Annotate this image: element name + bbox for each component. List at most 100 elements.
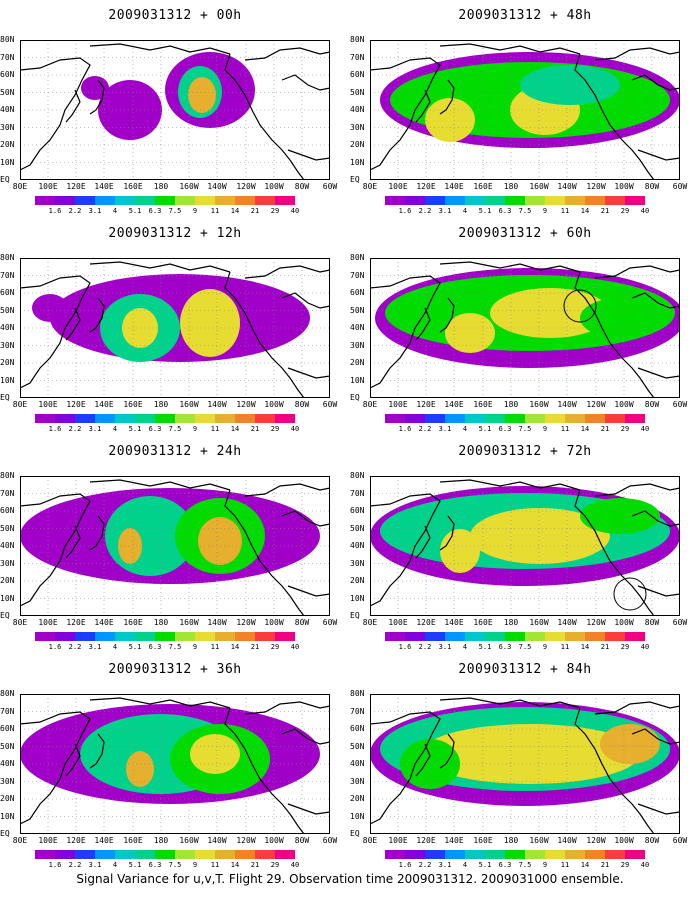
colorbar-swatch <box>585 414 605 423</box>
colorbar-swatch <box>255 414 275 423</box>
colorbar-label: 11 <box>210 861 220 869</box>
colorbar-label: 5.1 <box>478 861 492 869</box>
colorbar-label: 4 <box>462 643 468 651</box>
variance-contour <box>98 80 162 140</box>
lon-label: 60W <box>322 618 338 627</box>
colorbar-swatch <box>215 850 235 859</box>
lon-label: 120W <box>586 618 606 627</box>
coastline <box>439 261 581 273</box>
lon-label: 80E <box>12 618 28 627</box>
lon-label: 80E <box>12 182 28 191</box>
variance-contour <box>470 508 610 564</box>
coastline <box>415 89 431 123</box>
colorbar-label: 21 <box>250 207 260 215</box>
variance-contour <box>118 528 142 564</box>
lon-label: 160E <box>123 618 143 627</box>
coastline <box>281 74 330 91</box>
colorbar-swatch <box>505 850 525 859</box>
colorbar-label: 6.3 <box>498 425 512 433</box>
colorbar-label: 4 <box>112 207 118 215</box>
lon-label: 60W <box>322 836 338 845</box>
colorbar <box>35 632 295 641</box>
lat-label: 10N <box>350 593 365 603</box>
colorbar-swatch <box>135 632 155 641</box>
colorbar-swatch <box>585 632 605 641</box>
coastline <box>287 149 330 161</box>
variance-contour <box>580 498 660 534</box>
variance-map <box>370 40 680 180</box>
colorbar-swatch <box>215 632 235 641</box>
lon-label: 160W <box>179 182 199 191</box>
colorbar-swatch <box>275 414 295 423</box>
colorbar-label: 3.1 <box>438 861 452 869</box>
colorbar-swatch <box>425 850 445 859</box>
coastline <box>574 489 655 616</box>
coastline <box>281 728 330 745</box>
colorbar-label: 2.2 <box>68 425 82 433</box>
colorbar-label: 3.1 <box>438 207 452 215</box>
coastline <box>65 307 81 341</box>
colorbar-label: 9 <box>542 207 548 215</box>
colorbar-label: 21 <box>600 643 610 651</box>
colorbar-label: 40 <box>290 207 300 215</box>
lat-label: 70N <box>0 706 15 716</box>
variance-contour <box>420 724 640 784</box>
lon-label: 80W <box>294 836 310 845</box>
colorbar-label: 5.1 <box>128 207 142 215</box>
lon-label: 120E <box>66 618 86 627</box>
lat-label: 80N <box>350 471 365 480</box>
lat-label: 10N <box>350 157 365 167</box>
colorbar-label: 1.6 <box>48 643 62 651</box>
colorbar-label: 2.2 <box>418 643 432 651</box>
colorbar-swatch <box>155 196 175 205</box>
variance-contour <box>600 724 660 764</box>
lon-label: 140W <box>557 182 577 191</box>
colorbar-swatch <box>135 850 155 859</box>
lat-label: 40N <box>0 323 15 332</box>
lat-label: EQ <box>0 175 10 184</box>
lon-label: 80W <box>644 836 660 845</box>
lon-label: 160E <box>123 182 143 191</box>
lat-label: 50N <box>350 741 365 751</box>
colorbar-swatch <box>425 632 445 641</box>
variance-map <box>370 694 680 834</box>
lat-label: 10N <box>0 375 15 385</box>
colorbar-label: 11 <box>210 643 220 651</box>
lon-label: 60W <box>322 400 338 409</box>
variance-map <box>20 694 330 834</box>
colorbar-label: 11 <box>560 425 570 433</box>
coastline <box>89 261 231 273</box>
colorbar-swatch <box>55 196 75 205</box>
lat-label: 20N <box>350 794 365 803</box>
colorbar-label: 1.6 <box>48 207 62 215</box>
panel-title: 2009031312 + 48h <box>458 8 592 23</box>
colorbar-label: 29 <box>620 425 630 433</box>
colorbar-swatch <box>95 196 115 205</box>
lat-label: 40N <box>350 759 365 768</box>
colorbar <box>35 850 295 859</box>
lon-label: 160W <box>529 400 549 409</box>
colorbar-label: 9 <box>192 861 198 869</box>
coastline <box>89 297 105 333</box>
coastline <box>89 733 105 769</box>
lat-label: EQ <box>0 611 10 620</box>
lon-label: 100W <box>264 182 284 191</box>
colorbar-swatch <box>465 196 485 205</box>
colorbar-label: 21 <box>250 425 260 433</box>
colorbar-swatch <box>75 196 95 205</box>
colorbar-swatch <box>505 632 525 641</box>
colorbar-label: 29 <box>270 861 280 869</box>
colorbar-label: 9 <box>192 425 198 433</box>
colorbar-label: 21 <box>250 861 260 869</box>
colorbar-swatch <box>35 414 55 423</box>
colorbar-label: 7.5 <box>518 643 532 651</box>
colorbar-swatch <box>215 196 235 205</box>
lon-label: 120E <box>66 182 86 191</box>
colorbar-swatch <box>155 850 175 859</box>
colorbar-swatch <box>275 196 295 205</box>
colorbar-label: 1.6 <box>398 425 412 433</box>
colorbar-label: 7.5 <box>168 643 182 651</box>
lon-label: 140W <box>207 836 227 845</box>
lat-label: 30N <box>350 122 365 132</box>
colorbar-swatch <box>75 632 95 641</box>
